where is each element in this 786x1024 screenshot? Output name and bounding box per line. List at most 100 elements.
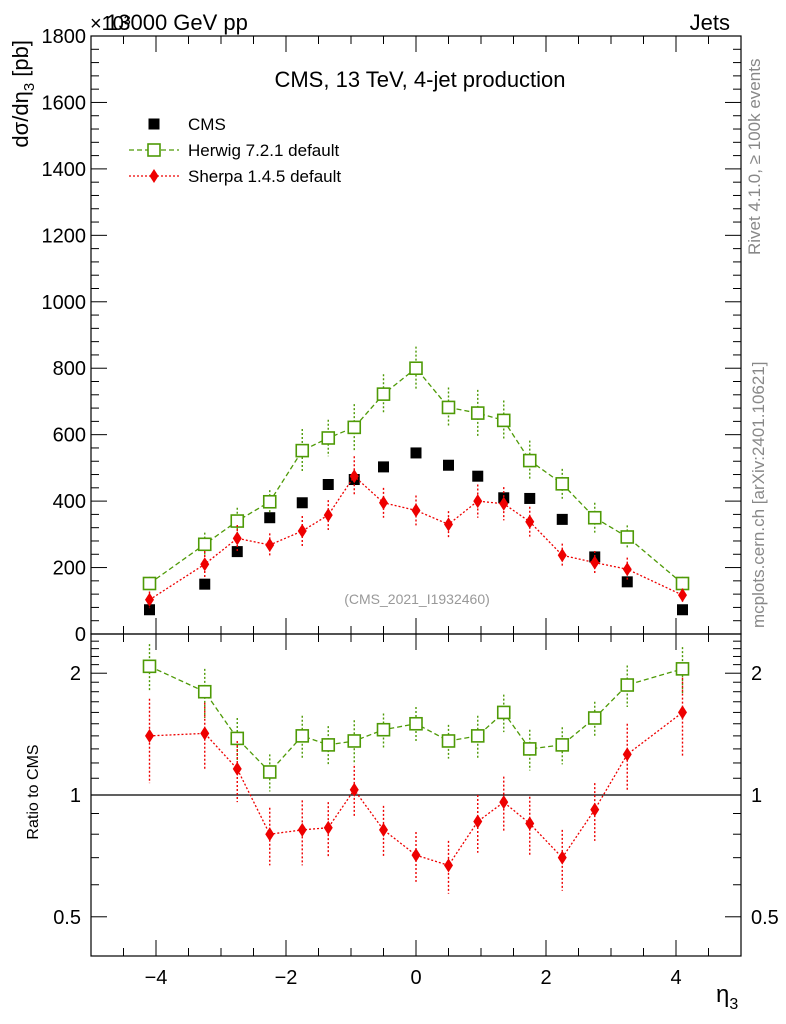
y-tick-label: 0 — [75, 624, 86, 646]
ratio-sherpa-1-4-5-default-point — [499, 795, 509, 810]
ratio-sherpa-1-4-5-default-point — [297, 822, 307, 837]
y-axis-label-sub: 3 — [21, 83, 38, 91]
y-tick-label: 1600 — [42, 92, 87, 114]
ratio-sherpa-1-4-5-default-point — [349, 782, 359, 797]
cms-point — [264, 512, 276, 524]
y-tick-label: 1800 — [42, 26, 87, 48]
sherpa-1-4-5-default-point — [590, 555, 600, 570]
cms-point — [199, 578, 211, 590]
legend-marker-sherpa-1-4-5-default — [149, 169, 159, 183]
y-axis-label-unit: [pb] — [8, 40, 33, 83]
x-axis-label-sub: 3 — [729, 996, 738, 1013]
ratio-herwig-7-2-1-default-point — [347, 734, 362, 748]
herwig-7-2-1-default-point — [555, 477, 570, 491]
herwig-7-2-1-default-point — [376, 387, 391, 401]
sherpa-1-4-5-default-point — [145, 592, 154, 607]
y-tick-label: 1200 — [42, 225, 87, 247]
x-tick-label: −2 — [275, 967, 298, 989]
header-process: 13000 GeV pp — [106, 10, 248, 35]
ratio-y-tick-label: 0.5 — [53, 907, 81, 929]
sherpa-1-4-5-default-point — [525, 514, 535, 529]
data-layer — [142, 346, 690, 894]
ratio-sherpa-1-4-5-default-point — [200, 726, 210, 741]
cms-point — [472, 470, 484, 482]
ratio-herwig-7-2-1-default-point — [496, 705, 511, 720]
sherpa-1-4-5-default-line — [149, 475, 683, 601]
header-exponent: ×10³ — [90, 13, 131, 35]
ratio-sherpa-1-4-5-default-point — [678, 705, 687, 720]
herwig-7-2-1-default-point — [675, 576, 690, 591]
herwig-7-2-1-default-point — [441, 400, 456, 415]
ratio-herwig-7-2-1-default-point — [376, 722, 391, 737]
sherpa-1-4-5-default-point — [557, 548, 567, 563]
legend-marker-herwig-7-2-1-default — [147, 143, 161, 157]
x-axis-label: η3 — [716, 981, 738, 1013]
cms-point — [144, 604, 155, 616]
herwig-7-2-1-default-point — [142, 576, 157, 591]
herwig-7-2-1-default-point — [522, 453, 537, 468]
herwig-7-2-1-default-point — [587, 510, 602, 525]
ratio-sherpa-1-4-5-default-point — [145, 728, 154, 743]
y-axis-label: dσ/dη3 [pb] — [8, 40, 38, 148]
sherpa-1-4-5-default-point — [444, 517, 453, 532]
sherpa-1-4-5-default-point — [323, 508, 333, 523]
ratio-sherpa-1-4-5-default-point — [473, 814, 483, 829]
ratio-sherpa-1-4-5-default-point — [379, 822, 388, 837]
herwig-7-2-1-default-point — [496, 413, 511, 428]
herwig-7-2-1-default-point — [321, 431, 336, 445]
y-tick-label: 600 — [53, 425, 86, 447]
ratio-herwig-7-2-1-default-point — [587, 711, 602, 725]
cms-point — [322, 479, 334, 490]
ratio-y-tick-label-right: 0.5 — [751, 907, 779, 929]
ratio-herwig-7-2-1-default-point — [262, 765, 277, 779]
y-tick-label: 1400 — [42, 159, 87, 181]
ratio-herwig-7-2-1-default-point — [230, 731, 245, 746]
ratio-sherpa-1-4-5-default-point — [525, 816, 535, 831]
legend-label-cms: CMS — [188, 115, 226, 134]
ratio-herwig-7-2-1-default-point — [620, 678, 635, 692]
header-category: Jets — [690, 10, 730, 35]
y-tick-label: 1000 — [42, 292, 87, 314]
sherpa-1-4-5-default-point — [622, 562, 632, 577]
plot-title: CMS, 13 TeV, 4-jet production — [274, 67, 565, 92]
x-tick-label: 0 — [410, 967, 421, 989]
ratio-sherpa-1-4-5-default-point — [411, 848, 421, 863]
x-tick-label: 2 — [540, 967, 551, 989]
sherpa-1-4-5-default-point — [411, 503, 421, 518]
cms-point — [677, 604, 688, 616]
ratio-y-tick-label-right: 2 — [751, 663, 762, 685]
sherpa-1-4-5-default-point — [265, 537, 275, 552]
ratio-herwig-7-2-1-default-point — [321, 738, 336, 752]
cms-point — [621, 576, 633, 588]
ratio-herwig-7-2-1-default-point — [555, 738, 570, 752]
ratio-y-axis-label: Ratio to CMS — [25, 744, 42, 839]
ratio-herwig-7-2-1-default-point — [142, 659, 157, 674]
herwig-7-2-1-default-point — [262, 494, 277, 509]
sherpa-1-4-5-default-point — [678, 588, 687, 603]
cms-point — [378, 461, 389, 473]
y-axis-label-main: dσ/dη — [8, 91, 33, 147]
legend-label-sherpa-1-4-5-default: Sherpa 1.4.5 default — [188, 167, 341, 186]
ratio-y-tick-label: 1 — [70, 785, 81, 807]
legend-label-herwig-7-2-1-default: Herwig 7.2.1 default — [188, 141, 339, 160]
sherpa-1-4-5-default-point — [232, 531, 242, 546]
cms-point — [524, 492, 536, 504]
sherpa-1-4-5-default-point — [297, 524, 307, 539]
sherpa-1-4-5-default-point — [200, 557, 210, 572]
rivet-label: Rivet 4.1.0, ≥ 100k events — [745, 59, 764, 255]
ratio-herwig-7-2-1-default-point — [441, 734, 456, 748]
sherpa-1-4-5-default-point — [499, 496, 509, 511]
herwig-7-2-1-default-point — [409, 361, 423, 376]
cms-point — [556, 513, 568, 525]
herwig-7-2-1-default-point — [620, 530, 635, 544]
ratio-sherpa-1-4-5-default-point — [265, 827, 275, 842]
axes-layer: 0 200 400 600 800 1000 1200 1400 1600 1800 −4 −2 0 2 4… — [42, 26, 779, 989]
ratio-herwig-7-2-1-default-point — [409, 716, 423, 731]
x-axis-label-main: η — [716, 981, 729, 1008]
ratio-sherpa-1-4-5-default-point — [232, 761, 242, 776]
x-tick-label: 4 — [670, 967, 681, 989]
sherpa-1-4-5-default-point — [473, 494, 483, 509]
sherpa-1-4-5-default-point — [349, 469, 359, 484]
ratio-sherpa-1-4-5-default-point — [557, 850, 567, 865]
legend-marker-cms — [148, 118, 160, 130]
